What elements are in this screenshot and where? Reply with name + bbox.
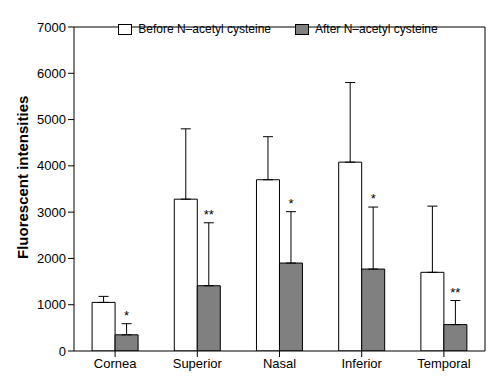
svg-text:Nasal: Nasal [263,356,296,371]
svg-text:6000: 6000 [37,66,66,81]
svg-text:*: * [124,308,129,323]
html-text:Before N–acetyl cysteine: Before N–acetyl cysteine [138,22,271,36]
svg-text:Temporal: Temporal [417,356,471,371]
svg-text:5000: 5000 [37,112,66,127]
svg-text:**: ** [450,285,460,300]
svg-text:4000: 4000 [37,158,66,173]
svg-text:Inferior: Inferior [341,356,382,371]
svg-text:3000: 3000 [37,205,66,220]
svg-text:7000: 7000 [37,20,66,35]
svg-text:*: * [288,196,293,211]
svg-text:Fluorescent intensities: Fluorescent intensities [14,96,31,259]
svg-text:*: * [371,191,376,206]
svg-text:2000: 2000 [37,251,66,266]
html-text:After N–acetyl cysteine: After N–acetyl cysteine [315,22,438,36]
svg-text:0: 0 [59,344,66,359]
svg-text:**: ** [204,207,214,222]
svg-text:Superior: Superior [173,356,223,371]
svg-text:Cornea: Cornea [94,356,137,371]
svg-text:1000: 1000 [37,297,66,312]
